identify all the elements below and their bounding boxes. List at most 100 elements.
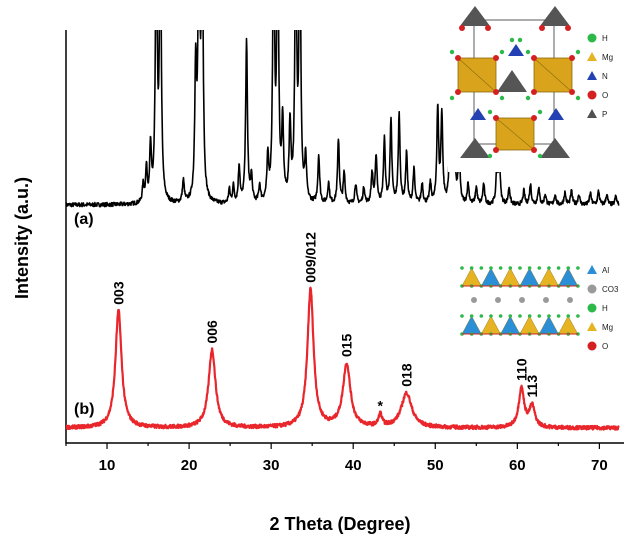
atom — [575, 49, 581, 55]
atom — [565, 25, 571, 31]
atom — [556, 314, 561, 318]
atom — [547, 266, 551, 270]
legend-label: Mg — [602, 323, 613, 332]
x-tick-label: 70 — [591, 457, 608, 474]
carbonate-ion — [495, 297, 501, 303]
atom — [479, 266, 484, 270]
atom — [508, 314, 513, 318]
legend-swatch — [587, 265, 597, 274]
x-tick-label: 30 — [263, 457, 280, 474]
x-ticks: 10 20 30 40 50 60 70 — [65, 443, 608, 474]
atom — [547, 314, 551, 318]
atom — [575, 95, 581, 101]
legend-swatch — [587, 322, 597, 331]
atom — [489, 314, 493, 318]
legend-swatch — [587, 284, 597, 294]
atom — [531, 55, 537, 61]
atom — [556, 266, 561, 270]
atom — [537, 153, 543, 159]
traces — [66, 30, 620, 431]
n-tetrahedron — [548, 108, 564, 120]
plot-area: 10 20 30 40 50 60 70 003 006 009/012 015 * 018 11011… — [65, 30, 624, 474]
peak-label: 006 — [204, 320, 220, 344]
legend-swatch — [587, 109, 597, 118]
inset-structure-a: H Mg N O P — [448, 2, 624, 172]
atom — [508, 266, 513, 270]
legend-swatch — [587, 90, 597, 100]
atom — [499, 49, 505, 55]
legend-swatch — [587, 33, 597, 43]
x-tick-label: 60 — [509, 457, 526, 474]
series-line-b — [66, 286, 620, 431]
p-tetrahedron — [540, 6, 570, 26]
legend-label: H — [602, 34, 608, 43]
atom — [531, 115, 537, 121]
atom — [527, 266, 532, 270]
atom — [537, 266, 542, 270]
atom — [455, 55, 461, 61]
legend-swatch — [587, 52, 597, 61]
atom — [485, 25, 491, 31]
atom — [527, 314, 532, 318]
carbonate-ion — [471, 297, 477, 303]
atom — [537, 314, 542, 318]
atom — [566, 314, 571, 318]
atom — [469, 266, 474, 270]
legend-a: H Mg N O P — [587, 33, 613, 119]
atom — [498, 266, 503, 270]
series-line-a — [66, 30, 620, 208]
atom — [489, 266, 493, 270]
x-tick-label: 20 — [181, 457, 198, 474]
peak-label: 110 — [513, 358, 529, 381]
legend-label: O — [602, 91, 608, 100]
legend-swatch — [587, 71, 597, 80]
p-tetrahedron — [460, 138, 490, 158]
atom — [487, 153, 493, 159]
legend-label: N — [602, 72, 608, 81]
inset-structure-b: Al CO3 H Mg O — [456, 258, 626, 354]
trace-label-b: (b) — [74, 401, 94, 418]
peak-label: 009/012 — [303, 232, 319, 283]
p-tetrahedron — [460, 6, 490, 26]
atom — [576, 314, 580, 318]
atom — [449, 49, 455, 55]
x-tick-label: 50 — [427, 457, 444, 474]
atom — [569, 55, 575, 61]
atom — [531, 147, 537, 153]
atom — [460, 266, 464, 270]
atom — [569, 89, 575, 95]
atom — [460, 314, 464, 318]
legend-b: Al CO3 H Mg O — [587, 265, 619, 351]
legend-label: CO3 — [602, 285, 619, 294]
atom — [493, 55, 499, 61]
atom — [517, 37, 523, 43]
atom — [499, 95, 505, 101]
atom — [531, 89, 537, 95]
legend-label: Mg — [602, 53, 613, 62]
p-tetrahedron — [497, 70, 527, 92]
atom — [509, 37, 515, 43]
legend-label: O — [602, 342, 608, 351]
p-tetrahedron — [540, 138, 570, 158]
legend-label: H — [602, 304, 608, 313]
peak-label: 018 — [399, 363, 415, 387]
legend-label: P — [602, 110, 607, 119]
atom — [518, 314, 522, 318]
atom — [493, 115, 499, 121]
atom — [493, 89, 499, 95]
n-tetrahedron — [470, 108, 486, 120]
peak-label: * — [378, 398, 384, 414]
atom — [479, 314, 484, 318]
atom — [455, 89, 461, 95]
x-axis-title: 2 Theta (Degree) — [269, 514, 410, 534]
legend-label: Al — [602, 266, 609, 275]
atom — [498, 314, 503, 318]
x-tick-label: 40 — [345, 457, 362, 474]
carbonate-ion — [519, 297, 525, 303]
atom — [566, 266, 571, 270]
atom — [576, 266, 580, 270]
trace-label-a: (a) — [74, 211, 94, 228]
atom — [525, 49, 531, 55]
